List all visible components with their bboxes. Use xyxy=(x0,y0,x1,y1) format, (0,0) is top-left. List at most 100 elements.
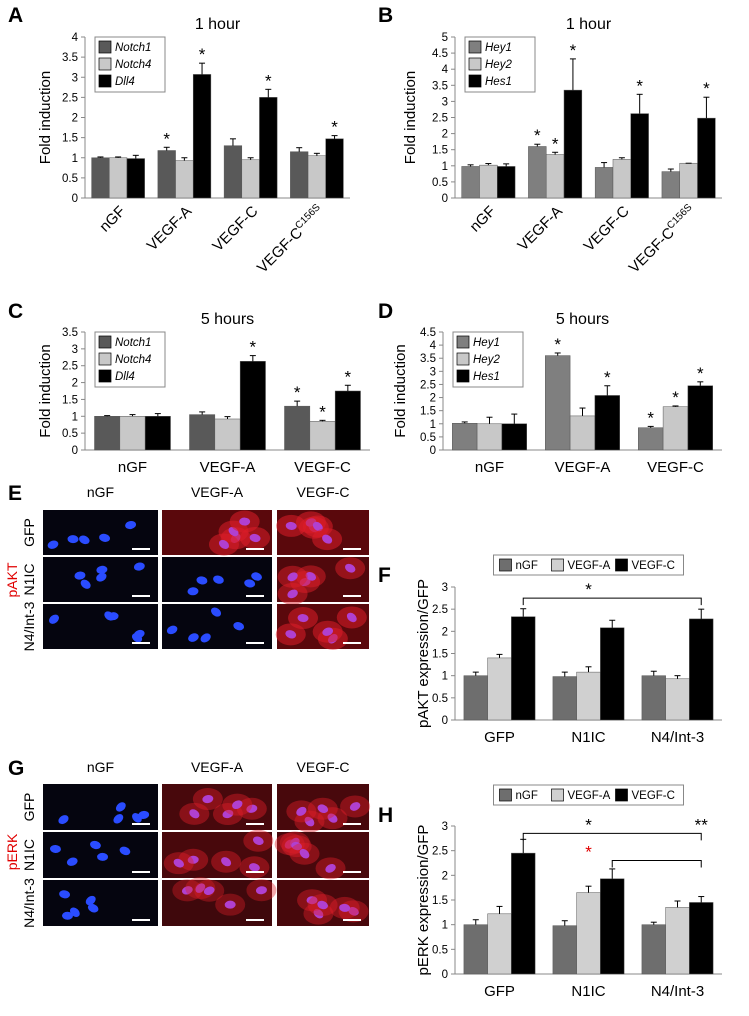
bar xyxy=(479,164,498,199)
row-group-label: pAKT xyxy=(4,562,20,597)
error-bar xyxy=(181,157,188,161)
nucleus xyxy=(287,589,298,599)
y-tick-label: 4.5 xyxy=(420,327,436,339)
legend-label: Notch1 xyxy=(115,337,151,349)
legend-label: Hes1 xyxy=(473,371,500,383)
nucleus xyxy=(133,562,145,571)
nucleus xyxy=(349,802,361,811)
bar xyxy=(638,427,664,451)
y-tick-label: 1 xyxy=(442,671,448,683)
error-bar xyxy=(154,413,161,417)
nucleus xyxy=(325,863,336,873)
error-bar xyxy=(569,58,576,91)
nucleus xyxy=(138,810,150,819)
legend-swatch xyxy=(551,788,564,802)
bar xyxy=(126,158,145,199)
x-tick-label: nGF xyxy=(118,459,147,476)
bar xyxy=(576,671,601,721)
nucleus xyxy=(202,794,214,804)
legend-swatch xyxy=(615,558,628,572)
nucleus xyxy=(78,535,90,545)
nucleus xyxy=(221,857,232,867)
bar xyxy=(214,418,241,451)
micrograph xyxy=(276,510,369,555)
error-bar xyxy=(115,156,122,158)
nucleus xyxy=(203,886,215,896)
column-label: VEGF-A xyxy=(191,484,244,500)
x-tick-label: N1IC xyxy=(571,729,605,746)
y-tick-label: 1 xyxy=(430,419,436,431)
legend-label: VEGF-C xyxy=(632,790,675,802)
error-bar xyxy=(247,157,254,160)
micrograph-background xyxy=(43,510,158,555)
error-bar xyxy=(511,413,518,424)
column-label: VEGF-C xyxy=(297,759,350,775)
nucleus xyxy=(125,520,137,530)
micrograph xyxy=(274,831,369,880)
bar xyxy=(192,74,212,199)
micrograph-background xyxy=(43,880,158,926)
legend-box xyxy=(493,554,684,576)
nucleus xyxy=(195,883,206,893)
significance-star: * xyxy=(294,383,301,402)
bar xyxy=(157,150,176,199)
y-tick-label: 2 xyxy=(430,393,436,405)
y-tick-label: 0 xyxy=(72,193,78,205)
significance-star: * xyxy=(697,364,704,383)
x-tick-label: VEGF-A xyxy=(514,203,566,255)
micrograph xyxy=(162,877,277,926)
error-bar xyxy=(585,885,592,893)
legend-swatch xyxy=(456,335,470,349)
bar xyxy=(665,678,690,721)
error-bar xyxy=(672,405,679,407)
y-tick-label: 4 xyxy=(72,32,79,44)
micrograph xyxy=(43,784,158,830)
column-label: VEGF-C xyxy=(297,484,350,500)
bar xyxy=(497,166,516,199)
nucleus xyxy=(74,571,86,580)
error-bar xyxy=(636,93,643,114)
y-tick-label: 2.5 xyxy=(432,113,448,125)
error-bar xyxy=(104,415,111,417)
error-bar xyxy=(579,407,586,416)
bar xyxy=(223,145,243,199)
category-name: nGF xyxy=(467,203,500,236)
y-axis-label: Fold induction xyxy=(37,71,54,164)
bar xyxy=(641,675,666,721)
y-tick-label: 2 xyxy=(72,113,78,125)
x-tick-label: VEGF-C xyxy=(209,203,261,255)
nucleus xyxy=(312,521,323,532)
legend-label: VEGF-A xyxy=(568,790,611,802)
y-tick-label: 5 xyxy=(442,32,448,44)
panel-letter: B xyxy=(378,4,393,27)
legend-swatch xyxy=(98,40,112,54)
micrograph xyxy=(162,784,272,830)
column-label: nGF xyxy=(87,484,114,500)
category-name: VEGF-C xyxy=(581,203,633,255)
category-name: VEGF-A xyxy=(514,203,566,255)
nucleus xyxy=(285,521,297,530)
error-bar xyxy=(461,421,468,424)
bar xyxy=(545,154,565,199)
category-superscript: C156S xyxy=(665,202,695,232)
legend-label: Notch4 xyxy=(115,354,151,366)
nucleus xyxy=(313,908,324,919)
nucleus xyxy=(346,612,357,623)
panel-letter: G xyxy=(8,757,24,780)
error-bar xyxy=(294,400,301,407)
bar xyxy=(476,423,503,451)
significance-star: * xyxy=(345,367,352,386)
bar xyxy=(612,159,632,199)
nucleus xyxy=(344,563,356,573)
nucleus xyxy=(85,895,96,906)
bar xyxy=(697,117,716,199)
x-tick-label: nGF xyxy=(96,203,129,236)
y-tick-label: 0.5 xyxy=(420,432,436,444)
error-bar xyxy=(554,352,561,356)
nucleus xyxy=(224,900,236,909)
y-tick-label: 4 xyxy=(430,340,437,352)
bar xyxy=(661,171,680,199)
row-label: N4/Int-3 xyxy=(21,601,37,651)
row-label: N1IC xyxy=(21,564,37,596)
legend-swatch xyxy=(468,74,482,88)
